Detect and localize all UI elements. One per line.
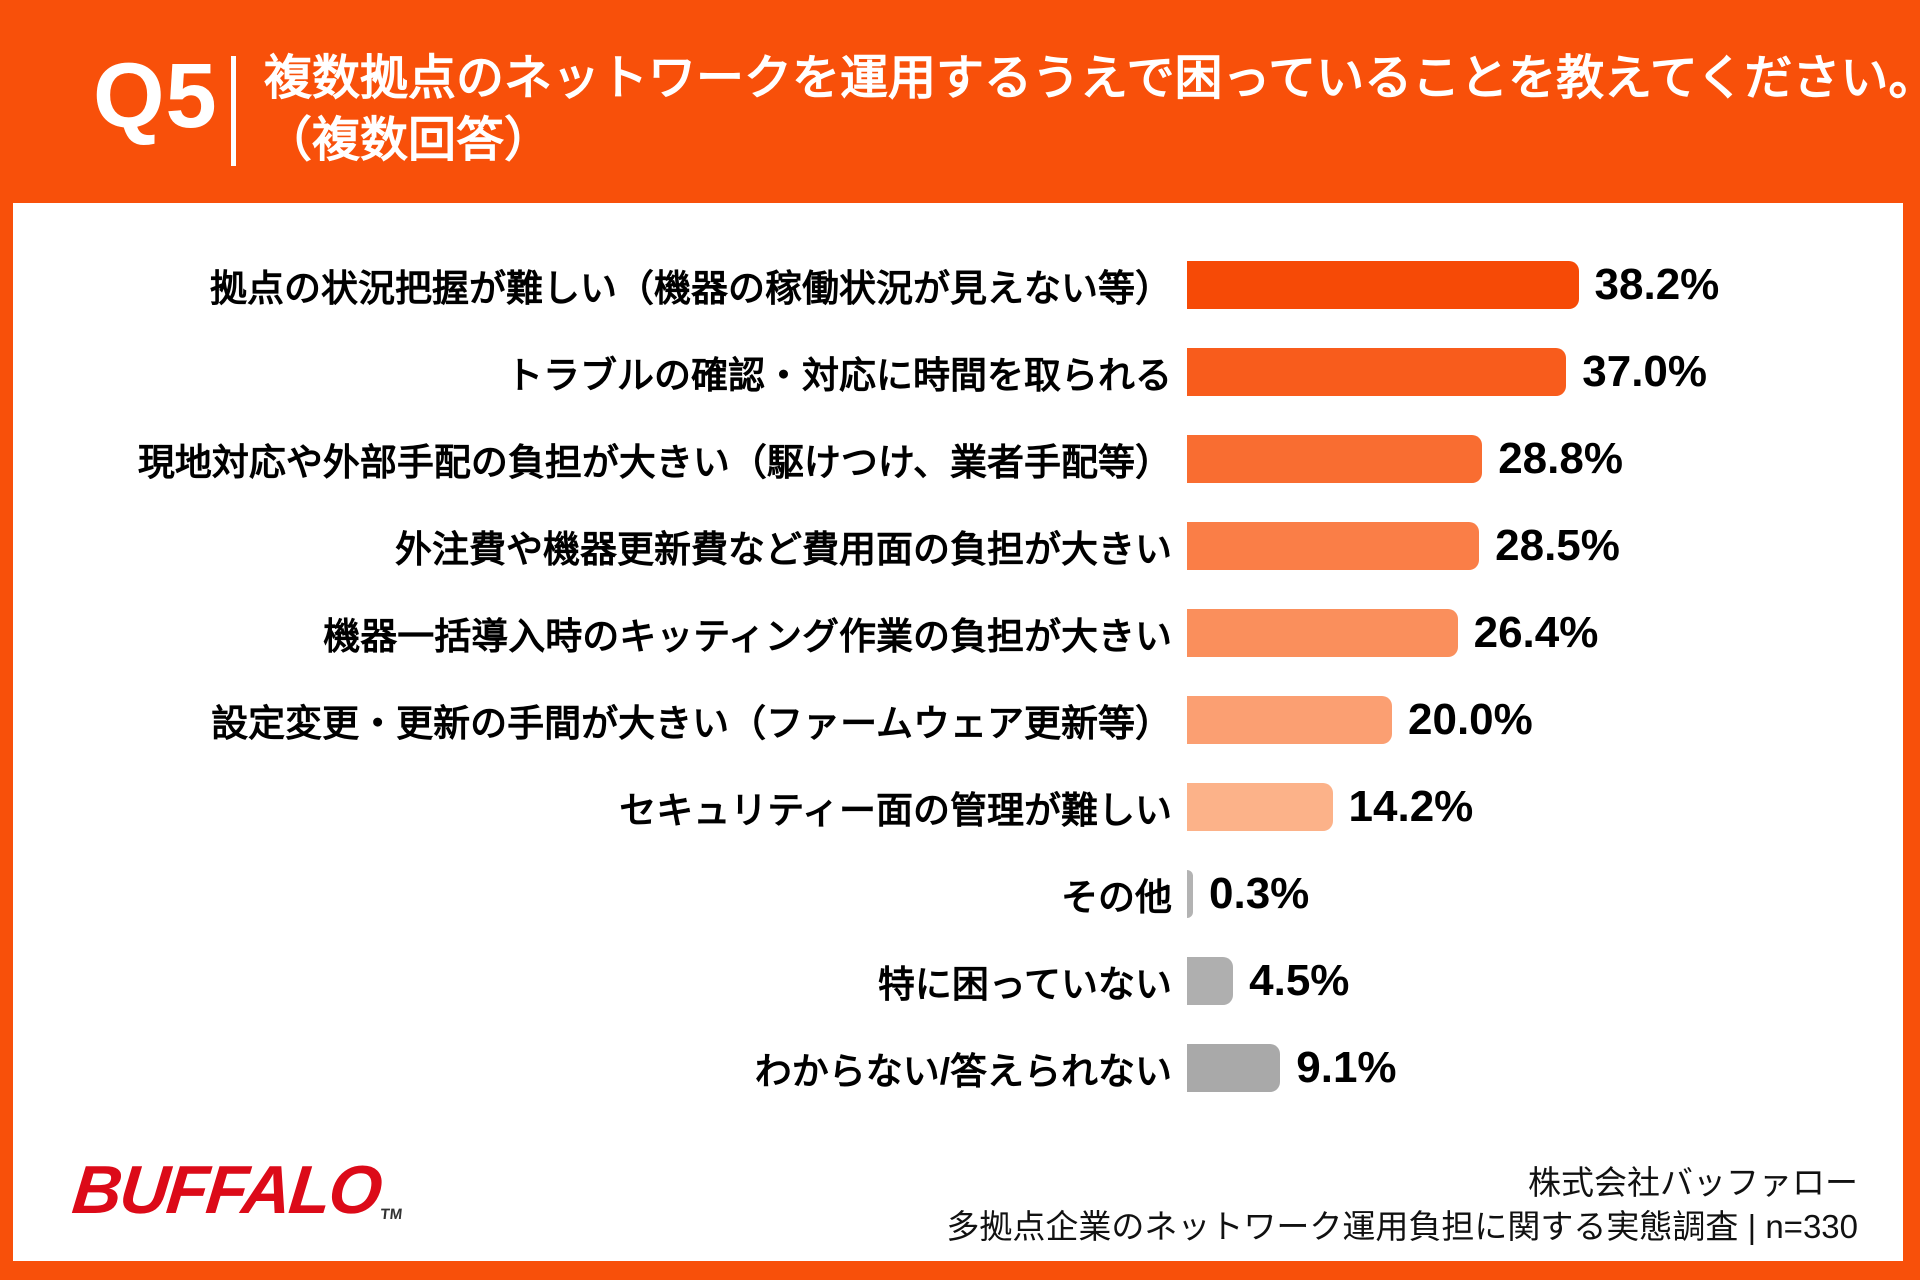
bar	[1187, 435, 1483, 483]
bar-value: 4.5%	[1249, 956, 1350, 1005]
buffalo-logo-text: BUFFALO	[69, 1152, 385, 1228]
bar-label: セキュリティー面の管理が難しい	[619, 790, 1172, 831]
survey-source-study: 多拠点企業のネットワーク運用負担に関する実態調査 | n=330	[946, 1208, 1858, 1245]
question-title: 複数拠点のネットワークを運用するうえで困っていることを教えてください。 （複数回…	[264, 48, 1920, 172]
chart-row: 機器一括導入時のキッティング作業の負担が大きい 26.4%	[13, 608, 1903, 658]
bar	[1187, 1044, 1281, 1092]
bar-label: 拠点の状況把握が難しい（機器の稼働状況が見えない等）	[210, 268, 1172, 309]
header-divider	[231, 56, 236, 166]
chart-row: 外注費や機器更新費など費用面の負担が大きい 28.5%	[13, 521, 1903, 571]
bar-label: その他	[1061, 877, 1172, 918]
question-title-line1: 複数拠点のネットワークを運用するうえで困っていることを教えてください。	[264, 52, 1920, 105]
chart-row: セキュリティー面の管理が難しい 14.2%	[13, 782, 1903, 832]
bar-value: 20.0%	[1408, 695, 1533, 744]
chart-row: その他 0.3%	[13, 869, 1903, 919]
bar-label: 機器一括導入時のキッティング作業の負担が大きい	[323, 616, 1172, 657]
bar-value: 28.5%	[1495, 521, 1620, 570]
bar	[1187, 522, 1480, 570]
bar-label: 現地対応や外部手配の負担が大きい（駆けつけ、業者手配等）	[137, 442, 1172, 483]
chart-card: 拠点の状況把握が難しい（機器の稼働状況が見えない等） 38.2% トラブルの確認・対…	[13, 203, 1903, 1261]
bar-value: 37.0%	[1582, 347, 1708, 396]
bar-chart: 拠点の状況把握が難しい（機器の稼働状況が見えない等） 38.2% トラブルの確認・対…	[13, 203, 1903, 1130]
bar-label: トラブルの確認・対応に時間を取られる	[506, 355, 1172, 396]
bar-label: わからない/答えられない	[754, 1051, 1172, 1092]
bar-value: 38.2%	[1594, 260, 1720, 309]
bar-label: 設定変更・更新の手間が大きい（ファームウェア更新等）	[211, 703, 1172, 744]
bar-value: 14.2%	[1348, 782, 1474, 831]
chart-row: 特に困っていない 4.5%	[13, 956, 1903, 1006]
bar-value: 26.4%	[1473, 608, 1599, 657]
bar-value: 0.3%	[1209, 869, 1310, 918]
bar-label: 外注費や機器更新費など費用面の負担が大きい	[395, 529, 1172, 570]
chart-row: 拠点の状況把握が難しい（機器の稼働状況が見えない等） 38.2%	[13, 260, 1903, 310]
chart-row: トラブルの確認・対応に時間を取られる 37.0%	[13, 347, 1903, 397]
buffalo-logo: BUFFALOTM	[69, 1151, 409, 1229]
bar	[1187, 870, 1193, 918]
survey-source: 株式会社バッファロー 多拠点企業のネットワーク運用負担に関する実態調査 | n=…	[946, 1161, 1858, 1249]
question-number: Q5	[93, 45, 218, 147]
question-title-line2: （複数回答）	[264, 114, 553, 167]
bar	[1187, 783, 1333, 831]
survey-source-company: 株式会社バッファロー	[1528, 1164, 1858, 1201]
question-header: Q5 複数拠点のネットワークを運用するうえで困っていることを教えてください。 （…	[0, 0, 1920, 203]
bar	[1187, 696, 1392, 744]
bar-value: 28.8%	[1498, 434, 1623, 483]
chart-row: 設定変更・更新の手間が大きい（ファームウェア更新等） 20.0%	[13, 695, 1903, 745]
bar-label: 特に困っていない	[877, 964, 1172, 1005]
bar-value: 9.1%	[1296, 1043, 1397, 1092]
bar	[1187, 348, 1567, 396]
bar	[1187, 261, 1579, 309]
bar	[1187, 609, 1458, 657]
chart-row: わからない/答えられない 9.1%	[13, 1043, 1903, 1093]
trademark-mark: TM	[379, 1206, 404, 1223]
bar	[1187, 957, 1234, 1005]
chart-row: 現地対応や外部手配の負担が大きい（駆けつけ、業者手配等） 28.8%	[13, 434, 1903, 484]
